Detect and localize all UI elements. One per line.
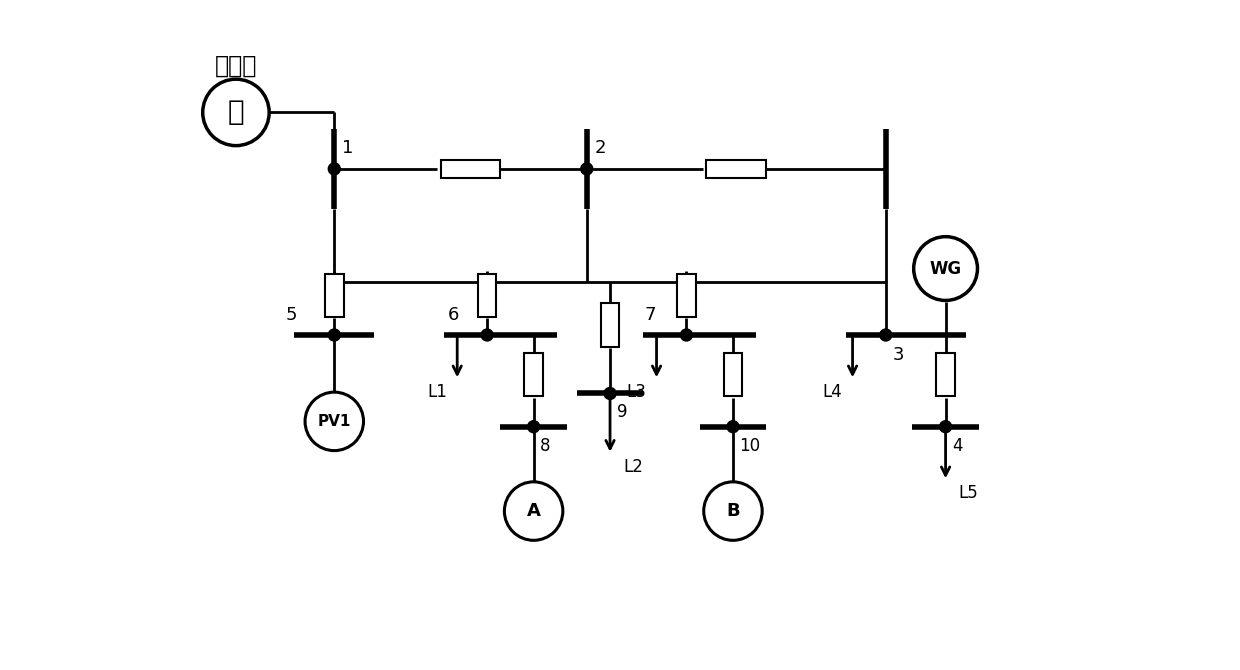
- Text: 6: 6: [448, 306, 460, 324]
- FancyBboxPatch shape: [936, 353, 955, 397]
- Text: 10: 10: [739, 437, 760, 455]
- FancyBboxPatch shape: [525, 353, 543, 397]
- Text: L4: L4: [823, 383, 842, 401]
- Circle shape: [481, 329, 494, 341]
- Text: ～: ～: [228, 98, 244, 127]
- Text: A: A: [527, 502, 541, 520]
- FancyBboxPatch shape: [707, 159, 766, 178]
- Circle shape: [940, 421, 951, 433]
- Text: B: B: [727, 502, 740, 520]
- Circle shape: [329, 329, 340, 341]
- Text: 3: 3: [893, 346, 904, 364]
- Circle shape: [880, 329, 892, 341]
- Circle shape: [329, 163, 340, 175]
- Text: 4: 4: [952, 437, 962, 455]
- FancyBboxPatch shape: [325, 273, 343, 317]
- FancyBboxPatch shape: [724, 353, 743, 397]
- Circle shape: [727, 421, 739, 433]
- Text: WG: WG: [930, 259, 962, 277]
- FancyBboxPatch shape: [477, 273, 496, 317]
- Circle shape: [681, 329, 692, 341]
- FancyBboxPatch shape: [677, 273, 696, 317]
- Text: L5: L5: [959, 484, 978, 502]
- Text: L2: L2: [624, 458, 644, 476]
- Text: 5: 5: [285, 306, 296, 324]
- Circle shape: [604, 387, 616, 399]
- FancyBboxPatch shape: [440, 159, 501, 178]
- Text: 7: 7: [644, 306, 656, 324]
- Text: 9: 9: [616, 403, 627, 421]
- Text: L3: L3: [626, 383, 646, 401]
- Text: 8: 8: [541, 437, 551, 455]
- Circle shape: [580, 163, 593, 175]
- Text: 大电网: 大电网: [215, 54, 257, 78]
- Circle shape: [528, 421, 539, 433]
- Text: PV1: PV1: [317, 414, 351, 429]
- Text: 1: 1: [342, 139, 353, 157]
- FancyBboxPatch shape: [600, 304, 619, 346]
- Text: L1: L1: [428, 383, 448, 401]
- Text: 2: 2: [595, 139, 606, 157]
